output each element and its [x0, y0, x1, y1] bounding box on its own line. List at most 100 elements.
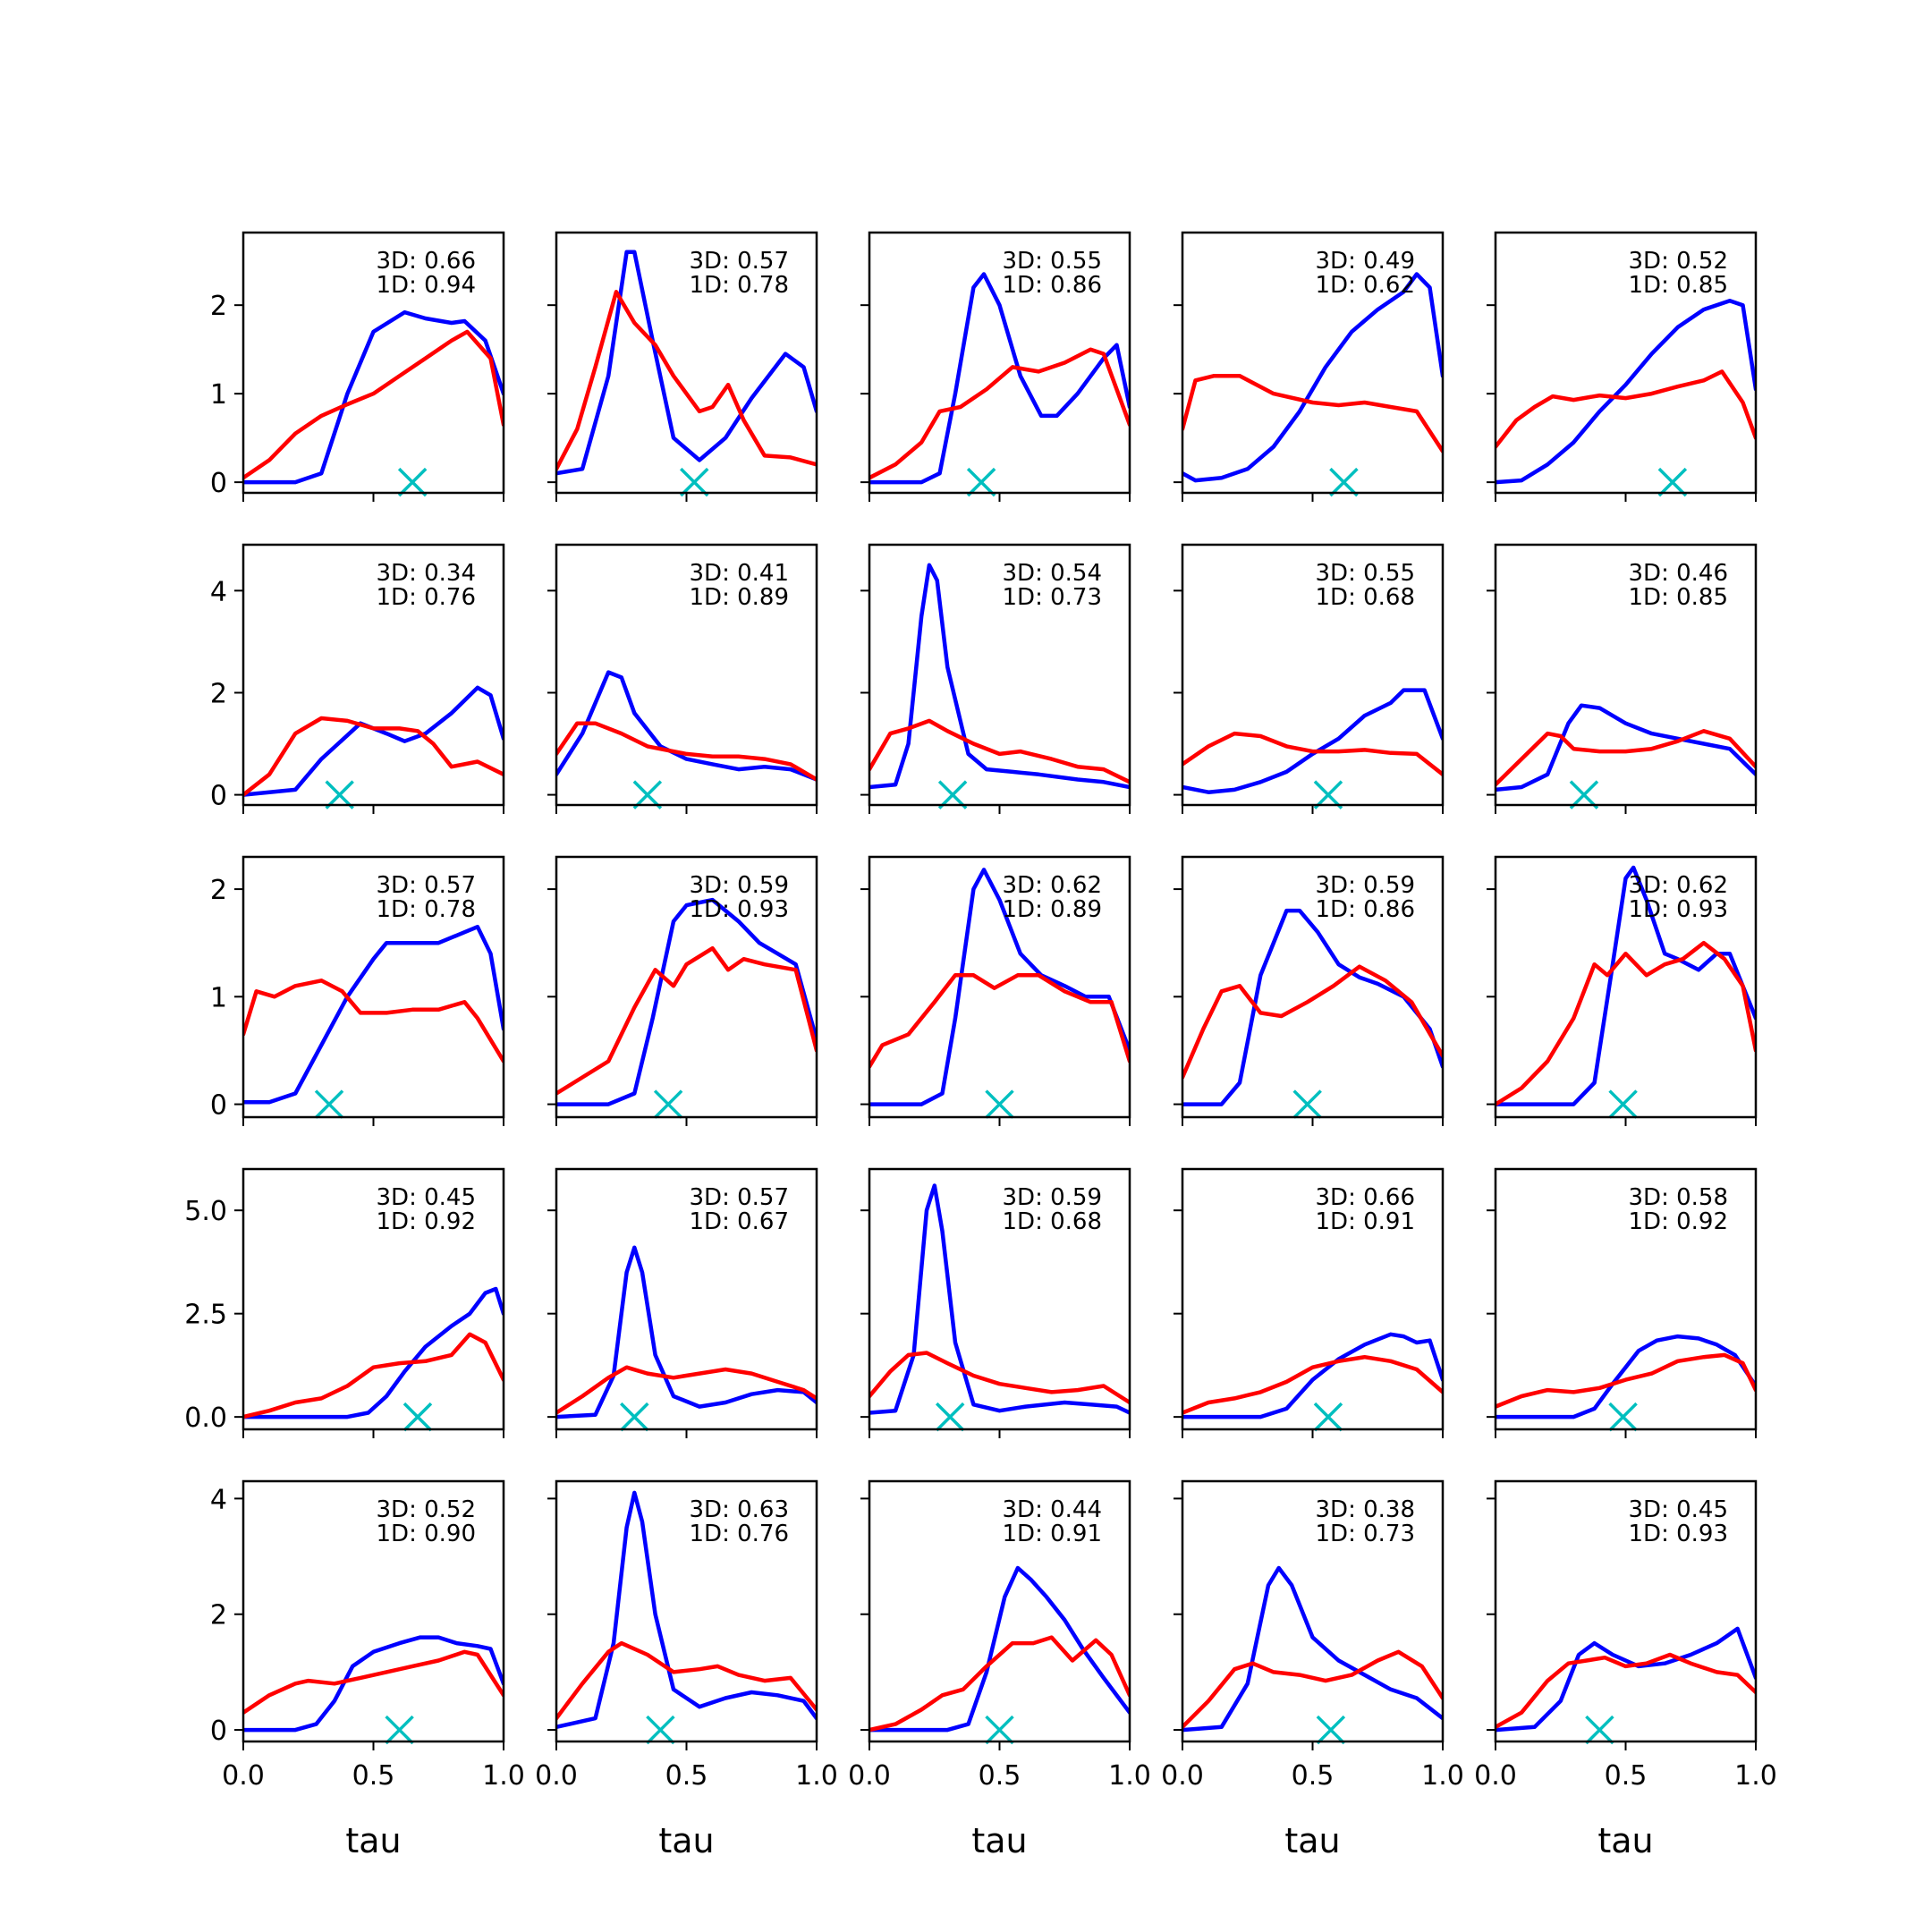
red-density-line	[1496, 1652, 1756, 1730]
score-annotation: 3D: 0.57	[690, 248, 789, 275]
y-tick-label: 2	[210, 1600, 227, 1631]
blue-density-line	[556, 250, 817, 476]
red-density-line	[556, 945, 817, 1096]
x-marker	[1569, 780, 1599, 809]
red-density-line	[243, 979, 504, 1063]
score-annotation: 1D: 0.85	[1629, 272, 1728, 299]
x-tick-label: 1.0	[795, 1760, 838, 1792]
blue-density-line	[556, 1490, 817, 1730]
score-annotation: 3D: 0.58	[1629, 1184, 1728, 1211]
red-density-line	[556, 721, 817, 782]
score-annotation: 1D: 0.92	[1629, 1208, 1728, 1235]
blue-density-line	[1496, 298, 1756, 485]
blue-density-line	[869, 272, 1130, 485]
score-annotation: 3D: 0.49	[1316, 248, 1415, 275]
score-annotation: 3D: 0.44	[1003, 1496, 1102, 1523]
x-marker	[653, 1089, 683, 1119]
x-tick-label: 0.5	[665, 1760, 708, 1792]
score-annotation: 1D: 0.78	[377, 896, 476, 923]
blue-density-line	[869, 868, 1130, 1106]
x-axis-label: tau	[971, 1821, 1027, 1860]
score-annotation: 1D: 0.89	[690, 584, 789, 611]
x-marker	[1657, 467, 1688, 497]
x-marker	[985, 1715, 1014, 1745]
score-annotation: 1D: 0.89	[1003, 896, 1102, 923]
x-marker	[1313, 1402, 1343, 1432]
score-annotation: 3D: 0.41	[690, 560, 789, 587]
x-marker	[402, 1402, 433, 1432]
score-annotation: 3D: 0.45	[1629, 1496, 1728, 1523]
blue-density-line	[1182, 1332, 1443, 1419]
red-density-line	[869, 1351, 1130, 1405]
score-annotation: 3D: 0.59	[1316, 872, 1415, 899]
score-annotation: 1D: 0.68	[1003, 1208, 1102, 1235]
score-annotation: 1D: 0.91	[1003, 1521, 1102, 1547]
score-annotation: 1D: 0.94	[377, 272, 476, 299]
red-density-line	[1182, 1649, 1443, 1730]
red-density-line	[1182, 964, 1443, 1080]
score-annotation: 1D: 0.92	[377, 1208, 476, 1235]
red-density-line	[556, 1640, 817, 1721]
score-annotation: 1D: 0.73	[1003, 584, 1102, 611]
x-tick-label: 0.5	[1292, 1760, 1335, 1792]
x-marker	[1608, 1089, 1638, 1119]
score-annotation: 1D: 0.73	[1316, 1521, 1415, 1547]
y-tick-label: 2.5	[184, 1300, 227, 1331]
x-tick-label: 0.0	[848, 1760, 891, 1792]
x-marker	[620, 1402, 649, 1432]
y-tick-label: 4	[210, 1484, 227, 1515]
red-density-line	[869, 973, 1130, 1069]
score-annotation: 1D: 0.90	[377, 1521, 476, 1547]
red-density-line	[1496, 1352, 1756, 1409]
red-density-line	[1182, 731, 1443, 777]
score-annotation: 1D: 0.76	[377, 584, 476, 611]
score-annotation: 3D: 0.55	[1003, 248, 1102, 275]
score-annotation: 1D: 0.86	[1003, 272, 1102, 299]
score-annotation: 3D: 0.38	[1316, 1496, 1415, 1523]
x-marker	[966, 467, 996, 497]
y-tick-label: 2	[210, 678, 227, 709]
x-marker	[646, 1715, 675, 1745]
blue-density-line	[869, 1183, 1130, 1415]
y-tick-label: 1	[210, 982, 227, 1013]
red-density-line	[1496, 369, 1756, 449]
score-annotation: 3D: 0.62	[1629, 872, 1728, 899]
score-annotation: 1D: 0.86	[1316, 896, 1415, 923]
x-marker	[314, 1089, 344, 1119]
x-axis-label: tau	[1284, 1821, 1340, 1860]
score-annotation: 3D: 0.63	[690, 1496, 789, 1523]
score-annotation: 3D: 0.66	[377, 248, 476, 275]
score-annotation: 3D: 0.59	[690, 872, 789, 899]
blue-density-line	[243, 685, 504, 797]
score-annotation: 1D: 0.62	[1316, 272, 1415, 299]
score-annotation: 3D: 0.59	[1003, 1184, 1102, 1211]
y-tick-label: 0.0	[184, 1402, 227, 1434]
y-tick-label: 2	[210, 291, 227, 322]
score-annotation: 1D: 0.76	[690, 1521, 789, 1547]
blue-density-line	[243, 1286, 504, 1419]
x-marker	[935, 1402, 965, 1432]
x-marker	[1313, 780, 1343, 809]
red-density-line	[1182, 1354, 1443, 1415]
x-marker	[937, 780, 968, 809]
x-tick-label: 0.0	[1474, 1760, 1517, 1792]
blue-density-line	[556, 897, 817, 1106]
score-annotation: 1D: 0.78	[690, 272, 789, 299]
score-annotation: 1D: 0.93	[1629, 896, 1728, 923]
blue-density-line	[1182, 272, 1443, 483]
x-marker	[1585, 1715, 1614, 1745]
